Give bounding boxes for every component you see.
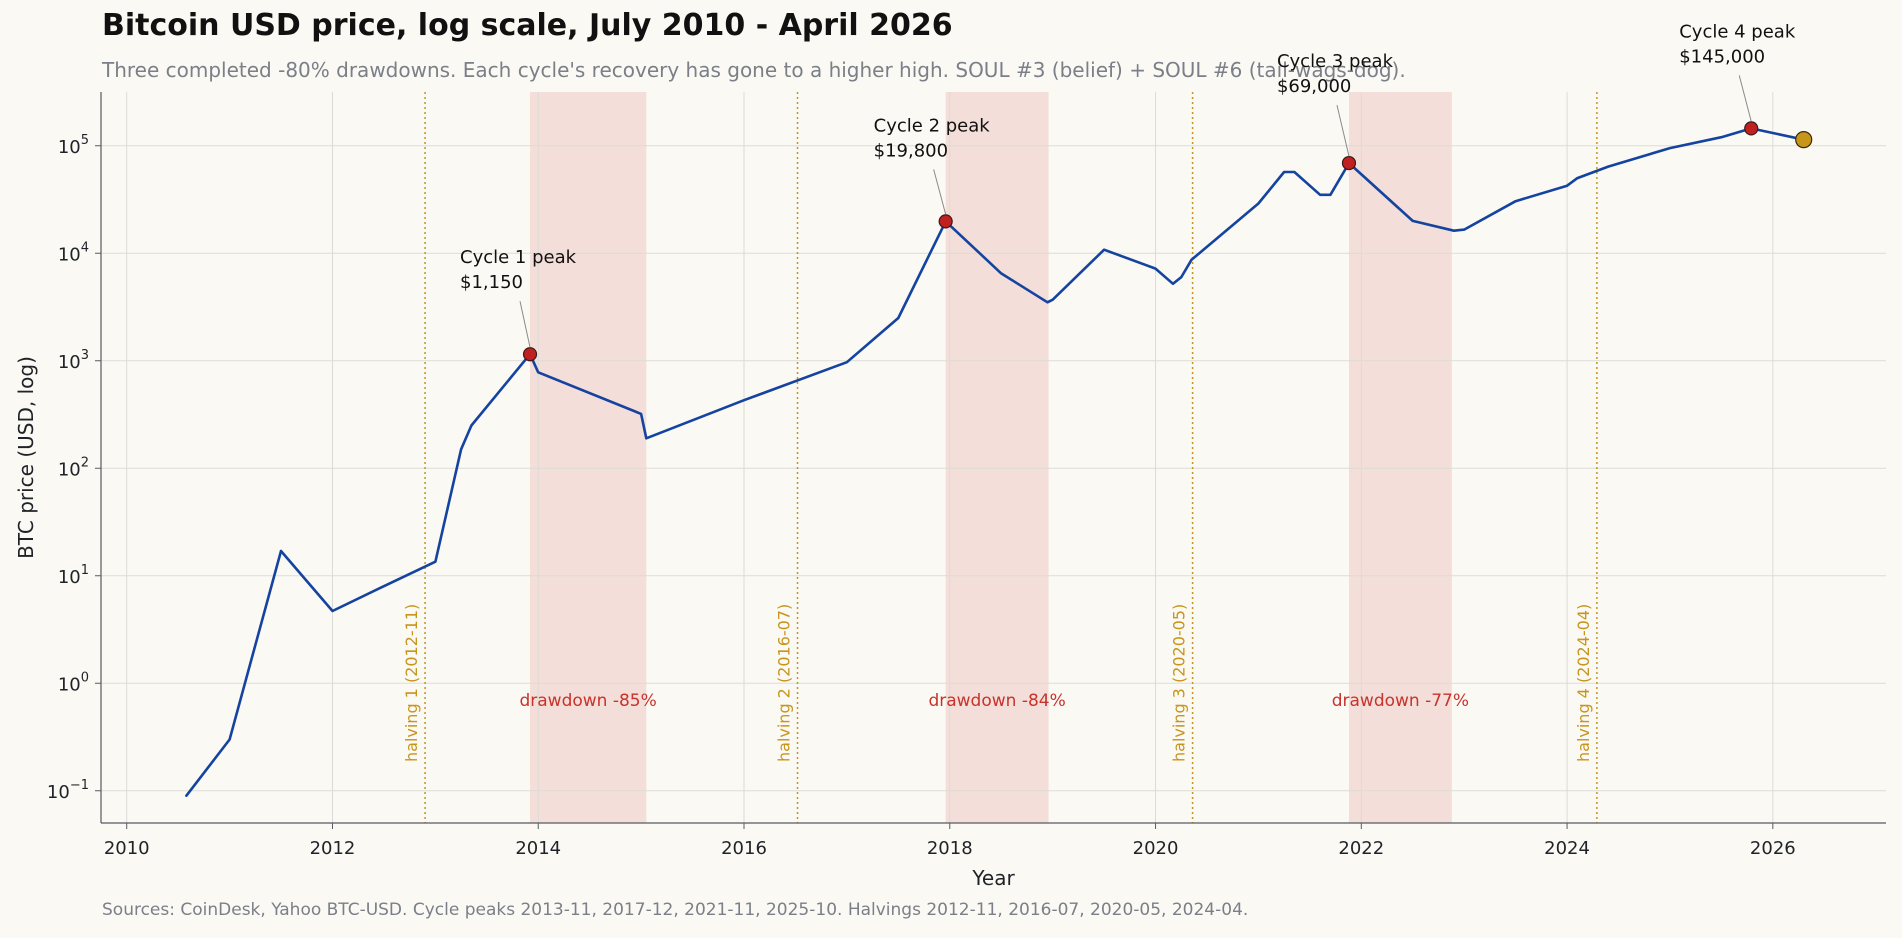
peak-label-3: Cycle 3 peak	[1277, 51, 1394, 72]
y-tick-label: 100	[58, 670, 89, 695]
peak-marker-3	[1341, 155, 1357, 171]
peak-leader-line	[1336, 104, 1350, 157]
y-tick-label: 104	[58, 240, 89, 265]
y-tick-label: 103	[58, 348, 89, 373]
peak-leader-line	[1738, 75, 1752, 122]
cycle-peaks	[522, 121, 1813, 362]
price-series	[185, 127, 1805, 797]
drawdown-label-2: drawdown -84%	[928, 691, 1065, 711]
peak-label-4: Cycle 4 peak	[1679, 21, 1796, 42]
peak-leader-line	[519, 301, 531, 348]
halving-label-2: halving 2 (2016-07)	[775, 604, 794, 762]
price-line	[185, 127, 1805, 797]
grid-lines	[101, 92, 1886, 823]
x-tick-label: 2026	[1750, 838, 1796, 859]
peak-label-1: Cycle 1 peak	[460, 247, 577, 268]
x-tick-label: 2020	[1133, 838, 1179, 859]
x-axis-title: Year	[971, 866, 1015, 890]
drawdown-band-3	[1348, 92, 1452, 823]
chart-labels: drawdown -85% drawdown -84% drawdown -77% C…	[460, 21, 1796, 711]
chart-title: Bitcoin USD price, log scale, July 2010 …	[102, 8, 953, 43]
x-tick-label: 2014	[515, 838, 561, 859]
peak-marker-2	[938, 214, 953, 229]
x-tick-label: 2016	[721, 838, 767, 859]
peak-marker-4	[1744, 121, 1759, 136]
y-tick-label: 102	[58, 455, 89, 480]
drawdown-band-1	[530, 92, 647, 823]
peak-value-2: $19,800	[874, 140, 948, 161]
peak-marker-1	[522, 347, 538, 362]
drawdown-bands	[530, 92, 1452, 823]
peak-leader-line	[933, 169, 947, 215]
halving-lines: halving 1 (2012-11) halving 2 (2016-07) ha…	[402, 92, 1598, 823]
peak-value-1: $1,150	[460, 272, 523, 293]
drawdown-label-1: drawdown -85%	[519, 691, 656, 711]
peak-value-4: $145,000	[1679, 46, 1765, 67]
x-tick-label: 2022	[1338, 838, 1384, 859]
chart-subtitle: Three completed -80% drawdowns. Each cyc…	[102, 58, 1406, 82]
drawdown-label-3: drawdown -77%	[1332, 691, 1469, 711]
halving-label-1: halving 1 (2012-11)	[402, 604, 421, 762]
drawdown-band-2	[945, 92, 1049, 823]
peak-value-3: $69,000	[1277, 76, 1351, 97]
peak-label-2: Cycle 2 peak	[874, 115, 991, 136]
axes: 2010 2012 2014 2016 2018 2020 2022 2024 2026 10−1…	[14, 92, 1886, 890]
y-tick-label: 101	[58, 563, 89, 588]
halving-label-4: halving 4 (2024-04)	[1574, 604, 1593, 762]
x-tick-label: 2018	[927, 838, 973, 859]
current-price-marker	[1795, 131, 1813, 149]
y-axis-title: BTC price (USD, log)	[14, 356, 38, 559]
x-tick-label: 2024	[1544, 838, 1590, 859]
x-tick-label: 2010	[104, 838, 150, 859]
halving-label-3: halving 3 (2020-05)	[1170, 604, 1189, 762]
chart-source-note: Sources: CoinDesk, Yahoo BTC-USD. Cycle …	[102, 900, 1249, 920]
y-tick-label: 105	[58, 133, 89, 158]
x-tick-label: 2012	[310, 838, 356, 859]
y-tick-label: 10−1	[47, 778, 89, 803]
